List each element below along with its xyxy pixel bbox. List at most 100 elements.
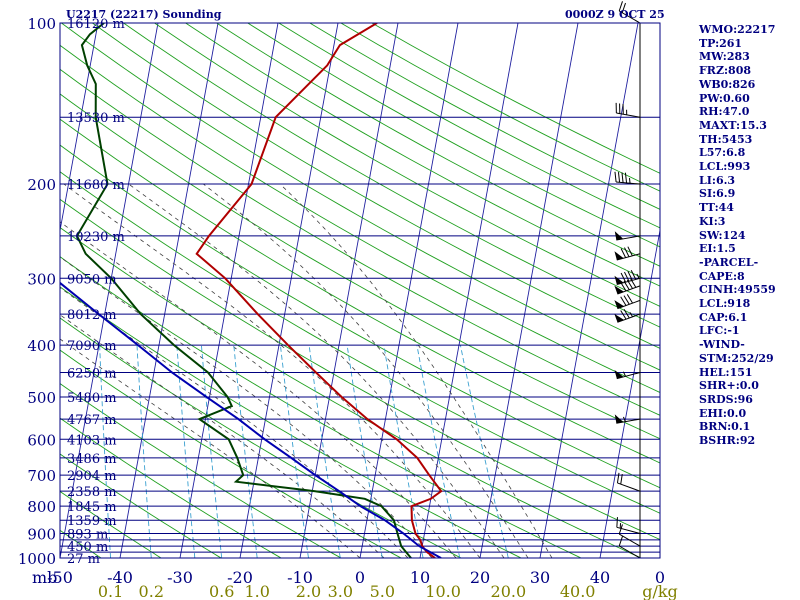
height-label: 3486 m (67, 452, 117, 467)
wind-barb (618, 536, 641, 559)
dewpoint-profile (75, 23, 412, 558)
mixing-ratio-label: 2.0 (296, 582, 321, 600)
index-item: FRZ:808 (699, 64, 752, 78)
temperature-label: -20 (227, 568, 253, 587)
height-label: 27 m (67, 552, 100, 567)
height-label: 450 m (67, 540, 108, 555)
wind-barb (616, 517, 641, 535)
index-item: SW:124 (699, 228, 746, 242)
index-item: RH:47.0 (699, 105, 750, 119)
height-label: 11680 m (67, 178, 125, 193)
pressure-label: 700 (27, 467, 56, 485)
index-item: -PARCEL- (699, 255, 759, 269)
plot-frame (59, 22, 661, 559)
index-item: STM:252/29 (699, 351, 774, 365)
isotherm-line (599, 227, 660, 558)
isotherm-line (60, 23, 99, 233)
index-item: LI:6.3 (699, 173, 736, 187)
isotherm-line (479, 23, 579, 558)
pressure-label: 100 (27, 15, 56, 33)
wind-barb (614, 270, 641, 285)
index-item: CAPE:8 (699, 269, 745, 283)
index-item: WB0:826 (699, 77, 756, 91)
temperature-label: -40 (107, 568, 133, 587)
temperature-label: 40 (590, 568, 610, 587)
mixing-ratio-label: 0.1 (98, 582, 123, 600)
height-label: 10230 m (67, 230, 125, 245)
height-label: 13530 m (67, 111, 125, 126)
temperature-label: 10 (410, 568, 430, 587)
index-item: MW:283 (699, 50, 750, 64)
mixing-ratio-label: 10.0 (425, 582, 461, 600)
parcel-profile (60, 281, 442, 558)
index-item: LCL:993 (699, 160, 751, 174)
isotherm-line (119, 23, 219, 558)
index-item: L57:6.8 (699, 146, 746, 160)
index-item: TP:261 (699, 36, 743, 50)
index-item: BSHR:92 (699, 434, 756, 448)
height-label: 1359 m (67, 514, 117, 529)
mixing-ratio-label: 0.2 (139, 582, 164, 600)
pressure-label: 1000 (18, 550, 56, 568)
pressure-label: 200 (27, 176, 56, 194)
index-item: TT:44 (699, 201, 734, 215)
wind-barb (614, 171, 641, 185)
station-title: U2217 (22217) Sounding (66, 8, 222, 21)
wind-barb (614, 246, 641, 261)
mixing-ratio-label: 20.0 (491, 582, 527, 600)
pressure-label: 900 (27, 526, 56, 544)
wind-barb (614, 231, 641, 241)
height-label: 2358 m (67, 485, 117, 500)
pressure-label: 500 (27, 389, 56, 407)
mixing-ratio-label: 1.0 (244, 582, 269, 600)
index-item: CINH:49559 (699, 283, 776, 297)
temperature-label: -10 (287, 568, 313, 587)
mixing-ratio-label: 0.6 (209, 582, 234, 600)
temperature-label: -50 (47, 568, 73, 587)
isotherm-line (359, 23, 459, 558)
height-label: 9050 m (67, 272, 117, 287)
isotherm-line (299, 23, 399, 558)
moist-adiabat-line (60, 338, 361, 558)
mixing-ratio-label: 5.0 (370, 582, 395, 600)
temperature-label: 20 (470, 568, 490, 587)
wind-barb (618, 524, 641, 547)
index-item: MAXT:15.3 (699, 118, 767, 132)
pressure-unit-label: mb (32, 568, 57, 587)
index-item: EI:1.5 (699, 242, 736, 256)
index-item: LCL:918 (699, 297, 751, 311)
indices-panel: WMO:22217 TP:261 MW:283 FRZ:808 WB0:826 PW:0.… (699, 23, 799, 448)
index-item: CAP:6.1 (699, 310, 748, 324)
mixing-ratio-line (459, 345, 509, 558)
wind-barb (616, 472, 641, 492)
wind-barb (615, 102, 641, 118)
height-label: 6250 m (67, 366, 117, 381)
mixing-ratio-unit-label: g/kg (642, 582, 678, 600)
isotherm-line (419, 23, 519, 558)
moist-adiabat-line (203, 183, 529, 558)
mixing-ratio-line (346, 345, 383, 558)
isotherm-line (179, 23, 279, 558)
temperature-label: 30 (530, 568, 550, 587)
index-item: SHR+:0.0 (699, 379, 759, 393)
temperature-label: 0 (355, 568, 365, 587)
isotherm-line (239, 23, 339, 558)
pressure-label: 800 (27, 498, 56, 516)
height-label: 1845 m (67, 500, 117, 515)
height-label: 4767 m (67, 413, 117, 428)
wind-barb (618, 1, 641, 24)
pressure-label: 600 (27, 431, 56, 449)
isotherm-line (539, 23, 639, 558)
mixing-ratio-line (308, 345, 341, 558)
mixing-ratio-line (383, 345, 424, 558)
index-item: -WIND- (699, 338, 745, 352)
mixing-ratio-label: 3.0 (328, 582, 353, 600)
wind-barb (614, 309, 641, 323)
index-item: HEL:151 (699, 365, 753, 379)
height-label: 4103 m (67, 433, 117, 448)
index-item: SRDS:96 (699, 392, 753, 406)
temperature-label: -30 (167, 568, 193, 587)
temperature-profile (195, 23, 443, 558)
height-label: 893 m (67, 528, 108, 543)
